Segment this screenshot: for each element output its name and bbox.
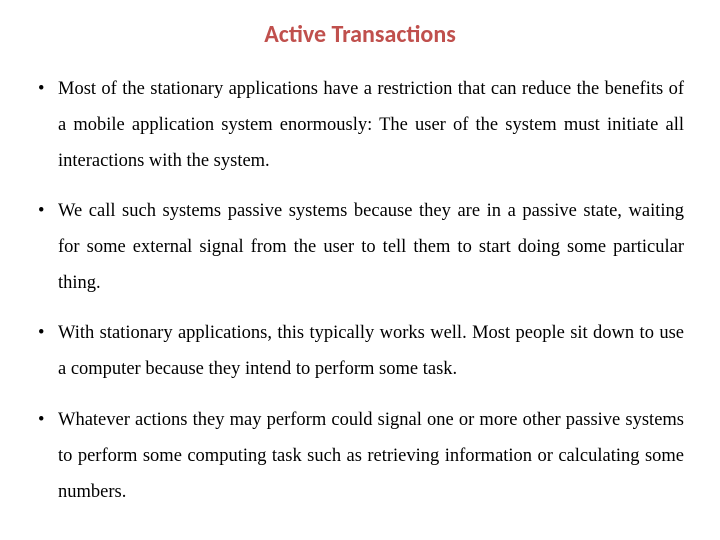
bullet-item: We call such systems passive systems bec… — [36, 193, 684, 301]
bullet-list: Most of the stationary applications have… — [36, 71, 684, 510]
bullet-item: Most of the stationary applications have… — [36, 71, 684, 179]
bullet-item: With stationary applications, this typic… — [36, 315, 684, 387]
slide: Active Transactions Most of the stationa… — [0, 0, 720, 540]
slide-title: Active Transactions — [36, 20, 684, 49]
bullet-item: Whatever actions they may perform could … — [36, 402, 684, 510]
